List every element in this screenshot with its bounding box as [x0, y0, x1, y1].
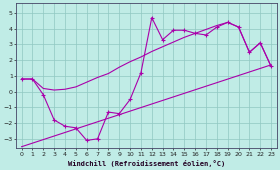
X-axis label: Windchill (Refroidissement éolien,°C): Windchill (Refroidissement éolien,°C)	[68, 159, 225, 167]
